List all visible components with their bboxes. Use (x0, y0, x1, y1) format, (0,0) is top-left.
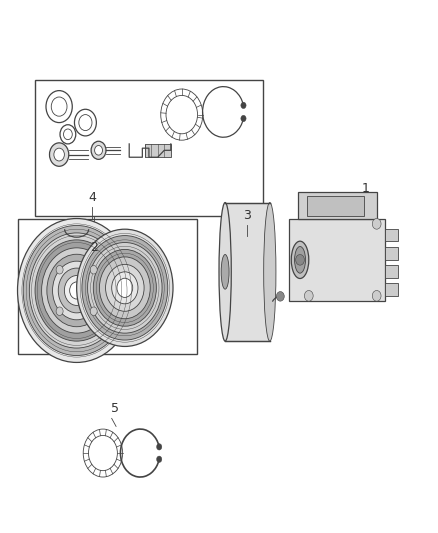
Circle shape (79, 115, 92, 131)
Text: 3: 3 (244, 209, 251, 222)
Circle shape (23, 225, 130, 356)
Circle shape (99, 257, 150, 319)
Bar (18, 219, 197, 354)
Circle shape (241, 102, 246, 109)
Bar (385, 283, 398, 296)
Circle shape (64, 129, 72, 140)
Circle shape (95, 146, 102, 155)
Text: 5: 5 (111, 402, 119, 415)
Circle shape (166, 95, 198, 134)
Circle shape (296, 255, 304, 265)
Circle shape (49, 143, 69, 166)
Circle shape (304, 290, 313, 301)
Circle shape (56, 307, 63, 316)
Bar (35, 80, 263, 216)
Circle shape (93, 249, 156, 326)
Ellipse shape (219, 203, 231, 341)
Circle shape (58, 268, 95, 313)
Circle shape (42, 248, 112, 333)
Circle shape (74, 109, 96, 136)
Bar (289, 219, 385, 301)
Circle shape (64, 276, 89, 305)
Text: 1: 1 (361, 182, 369, 195)
Circle shape (112, 272, 138, 304)
Circle shape (90, 265, 97, 274)
Circle shape (276, 292, 284, 301)
Circle shape (77, 229, 173, 346)
Circle shape (82, 236, 168, 340)
Circle shape (241, 115, 246, 122)
Bar (385, 247, 398, 260)
Ellipse shape (264, 203, 276, 341)
Circle shape (161, 89, 203, 140)
Circle shape (372, 290, 381, 301)
Circle shape (83, 429, 123, 477)
Bar (385, 229, 398, 241)
Circle shape (106, 264, 144, 311)
Bar (385, 265, 398, 278)
Circle shape (29, 233, 124, 348)
Circle shape (47, 254, 106, 327)
Bar (307, 196, 364, 216)
Circle shape (35, 240, 118, 341)
Ellipse shape (291, 241, 309, 279)
Text: 4: 4 (88, 191, 96, 204)
Ellipse shape (221, 255, 229, 289)
Circle shape (117, 278, 133, 297)
Circle shape (60, 125, 76, 144)
Circle shape (53, 261, 101, 320)
Circle shape (46, 91, 72, 123)
Circle shape (88, 435, 117, 471)
Circle shape (91, 141, 106, 159)
Bar (145, 144, 171, 157)
Circle shape (156, 456, 162, 463)
Circle shape (90, 307, 97, 316)
Text: 2: 2 (90, 241, 98, 254)
Circle shape (88, 243, 162, 333)
Circle shape (156, 443, 162, 450)
Bar (298, 192, 377, 219)
Circle shape (372, 219, 381, 229)
Circle shape (70, 282, 84, 299)
Circle shape (56, 265, 63, 274)
Circle shape (51, 97, 67, 116)
Circle shape (54, 148, 64, 161)
Bar (225, 203, 270, 341)
Ellipse shape (294, 247, 306, 273)
Circle shape (18, 219, 136, 362)
